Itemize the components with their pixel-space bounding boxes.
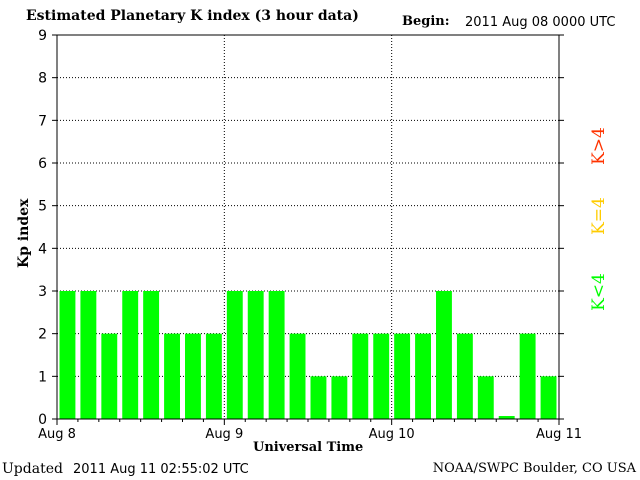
updated-label: Updated bbox=[2, 461, 63, 477]
kp-bar bbox=[415, 333, 431, 419]
updated-value: 2011 Aug 11 02:55:02 UTC bbox=[73, 462, 249, 477]
chart-title: Estimated Planetary K index (3 hour data… bbox=[26, 8, 359, 24]
kp-bar bbox=[101, 333, 118, 419]
begin-value: 2011 Aug 08 0000 UTC bbox=[465, 15, 616, 30]
y-tick-label: 7 bbox=[38, 113, 47, 129]
source-credit: NOAA/SWPC Boulder, CO USA bbox=[432, 461, 636, 476]
kp-bar bbox=[247, 291, 264, 419]
y-tick-label: 8 bbox=[38, 71, 47, 87]
y-tick-label: 4 bbox=[38, 241, 47, 257]
x-tick-label: Aug 10 bbox=[369, 427, 415, 442]
kp-bar bbox=[331, 376, 348, 419]
y-tick-label: 1 bbox=[38, 369, 47, 385]
kp-bar bbox=[185, 333, 201, 419]
y-tick-label: 3 bbox=[38, 284, 47, 300]
kp-bar bbox=[373, 333, 390, 419]
kp-bar bbox=[394, 333, 411, 419]
kp-bar bbox=[477, 376, 494, 419]
kp-bar bbox=[436, 291, 452, 419]
kp-bar bbox=[310, 376, 327, 419]
y-tick-label: 9 bbox=[38, 28, 47, 44]
y-tick-label: 0 bbox=[38, 412, 47, 428]
kp-bar bbox=[519, 333, 536, 419]
y-tick-label: 6 bbox=[38, 156, 47, 172]
kp-bar bbox=[352, 333, 369, 419]
y-tick-label: 5 bbox=[38, 199, 47, 215]
x-tick-label: Aug 11 bbox=[536, 427, 582, 442]
begin-label: Begin: bbox=[402, 14, 450, 29]
y-tick-label: 2 bbox=[38, 327, 47, 343]
kp-bar bbox=[143, 291, 160, 419]
kp-bar bbox=[205, 333, 222, 419]
kp-bar bbox=[540, 376, 557, 419]
kp-bar bbox=[226, 291, 243, 419]
kp-bar bbox=[289, 333, 306, 419]
x-axis-label: Universal Time bbox=[253, 440, 364, 455]
kp-bar bbox=[80, 291, 97, 419]
x-tick-label: Aug 9 bbox=[205, 427, 243, 442]
kp-bar bbox=[456, 333, 473, 419]
x-tick-label: Aug 8 bbox=[38, 427, 76, 442]
kp-bar bbox=[498, 416, 515, 419]
kp-bar bbox=[268, 291, 285, 419]
kp-bar bbox=[122, 291, 139, 419]
kp-bar bbox=[59, 291, 76, 419]
kp-bar bbox=[164, 333, 180, 419]
